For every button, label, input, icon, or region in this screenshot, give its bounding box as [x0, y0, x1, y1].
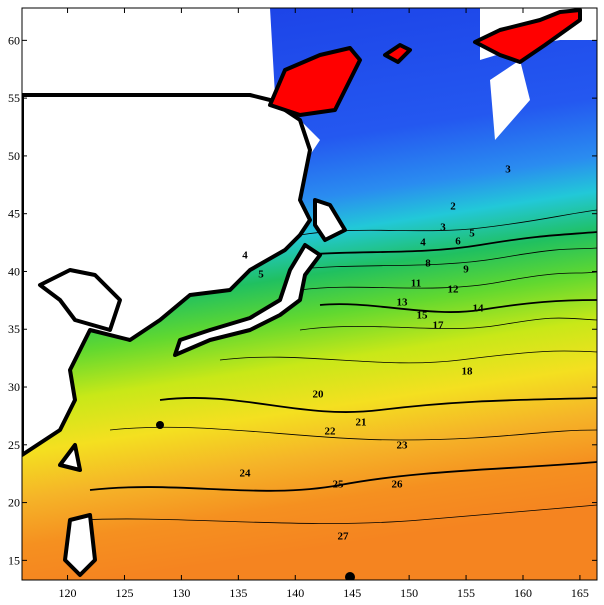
contour-label: 8	[425, 258, 431, 270]
contour-label: 6	[455, 236, 461, 248]
x-tick-label: 150	[400, 586, 418, 600]
contour-label: 3	[505, 164, 511, 176]
contour-label: 17	[433, 320, 445, 332]
x-tick-label: 145	[343, 586, 361, 600]
y-tick-label: 40	[8, 264, 20, 278]
axes: 120 125 130 135 140 145 150 155 160 1651520253035…	[8, 8, 597, 600]
x-tick-label: 165	[571, 586, 589, 600]
contour-label: 15	[417, 310, 429, 322]
y-tick-label: 25	[8, 438, 20, 452]
contour-label: 21	[356, 417, 367, 429]
contour-label: 22	[325, 426, 337, 438]
y-tick-label: 15	[8, 553, 20, 567]
contour-label: 3	[440, 222, 446, 234]
x-tick-label: 120	[59, 586, 77, 600]
contour-label: 5	[258, 269, 264, 281]
map-field	[22, 8, 597, 580]
y-tick-label: 20	[8, 496, 20, 510]
y-tick-label: 50	[8, 149, 20, 163]
y-tick-label: 60	[8, 33, 20, 47]
contour-label: 25	[333, 479, 345, 491]
contour-label: 2	[450, 201, 456, 213]
y-tick-label: 35	[8, 322, 20, 336]
x-tick-label: 125	[115, 586, 133, 600]
contour-label: 18	[462, 366, 474, 378]
contour-label: 4	[242, 250, 248, 262]
x-tick-label: 135	[229, 586, 247, 600]
x-tick-label: 130	[172, 586, 190, 600]
contour-label: 24	[240, 468, 252, 480]
contour-label: 4	[420, 237, 426, 249]
contour-label: 12	[448, 284, 460, 296]
contour-label: 27	[338, 531, 350, 543]
y-tick-label: 30	[8, 380, 20, 394]
contour-label: 5	[469, 228, 475, 240]
contour-label: 13	[397, 297, 409, 309]
contour-label: 20	[313, 389, 325, 401]
contour-label: 26	[392, 479, 404, 491]
x-tick-label: 140	[286, 586, 304, 600]
contour-label: 14	[473, 303, 485, 315]
frame	[21, 7, 598, 581]
contour-label: 11	[411, 278, 421, 290]
contour-label: 9	[463, 264, 469, 276]
contour-label: 23	[397, 440, 409, 452]
y-tick-label: 45	[8, 207, 20, 221]
x-tick-label: 160	[514, 586, 532, 600]
x-tick-label: 155	[457, 586, 475, 600]
y-tick-label: 55	[8, 91, 20, 105]
